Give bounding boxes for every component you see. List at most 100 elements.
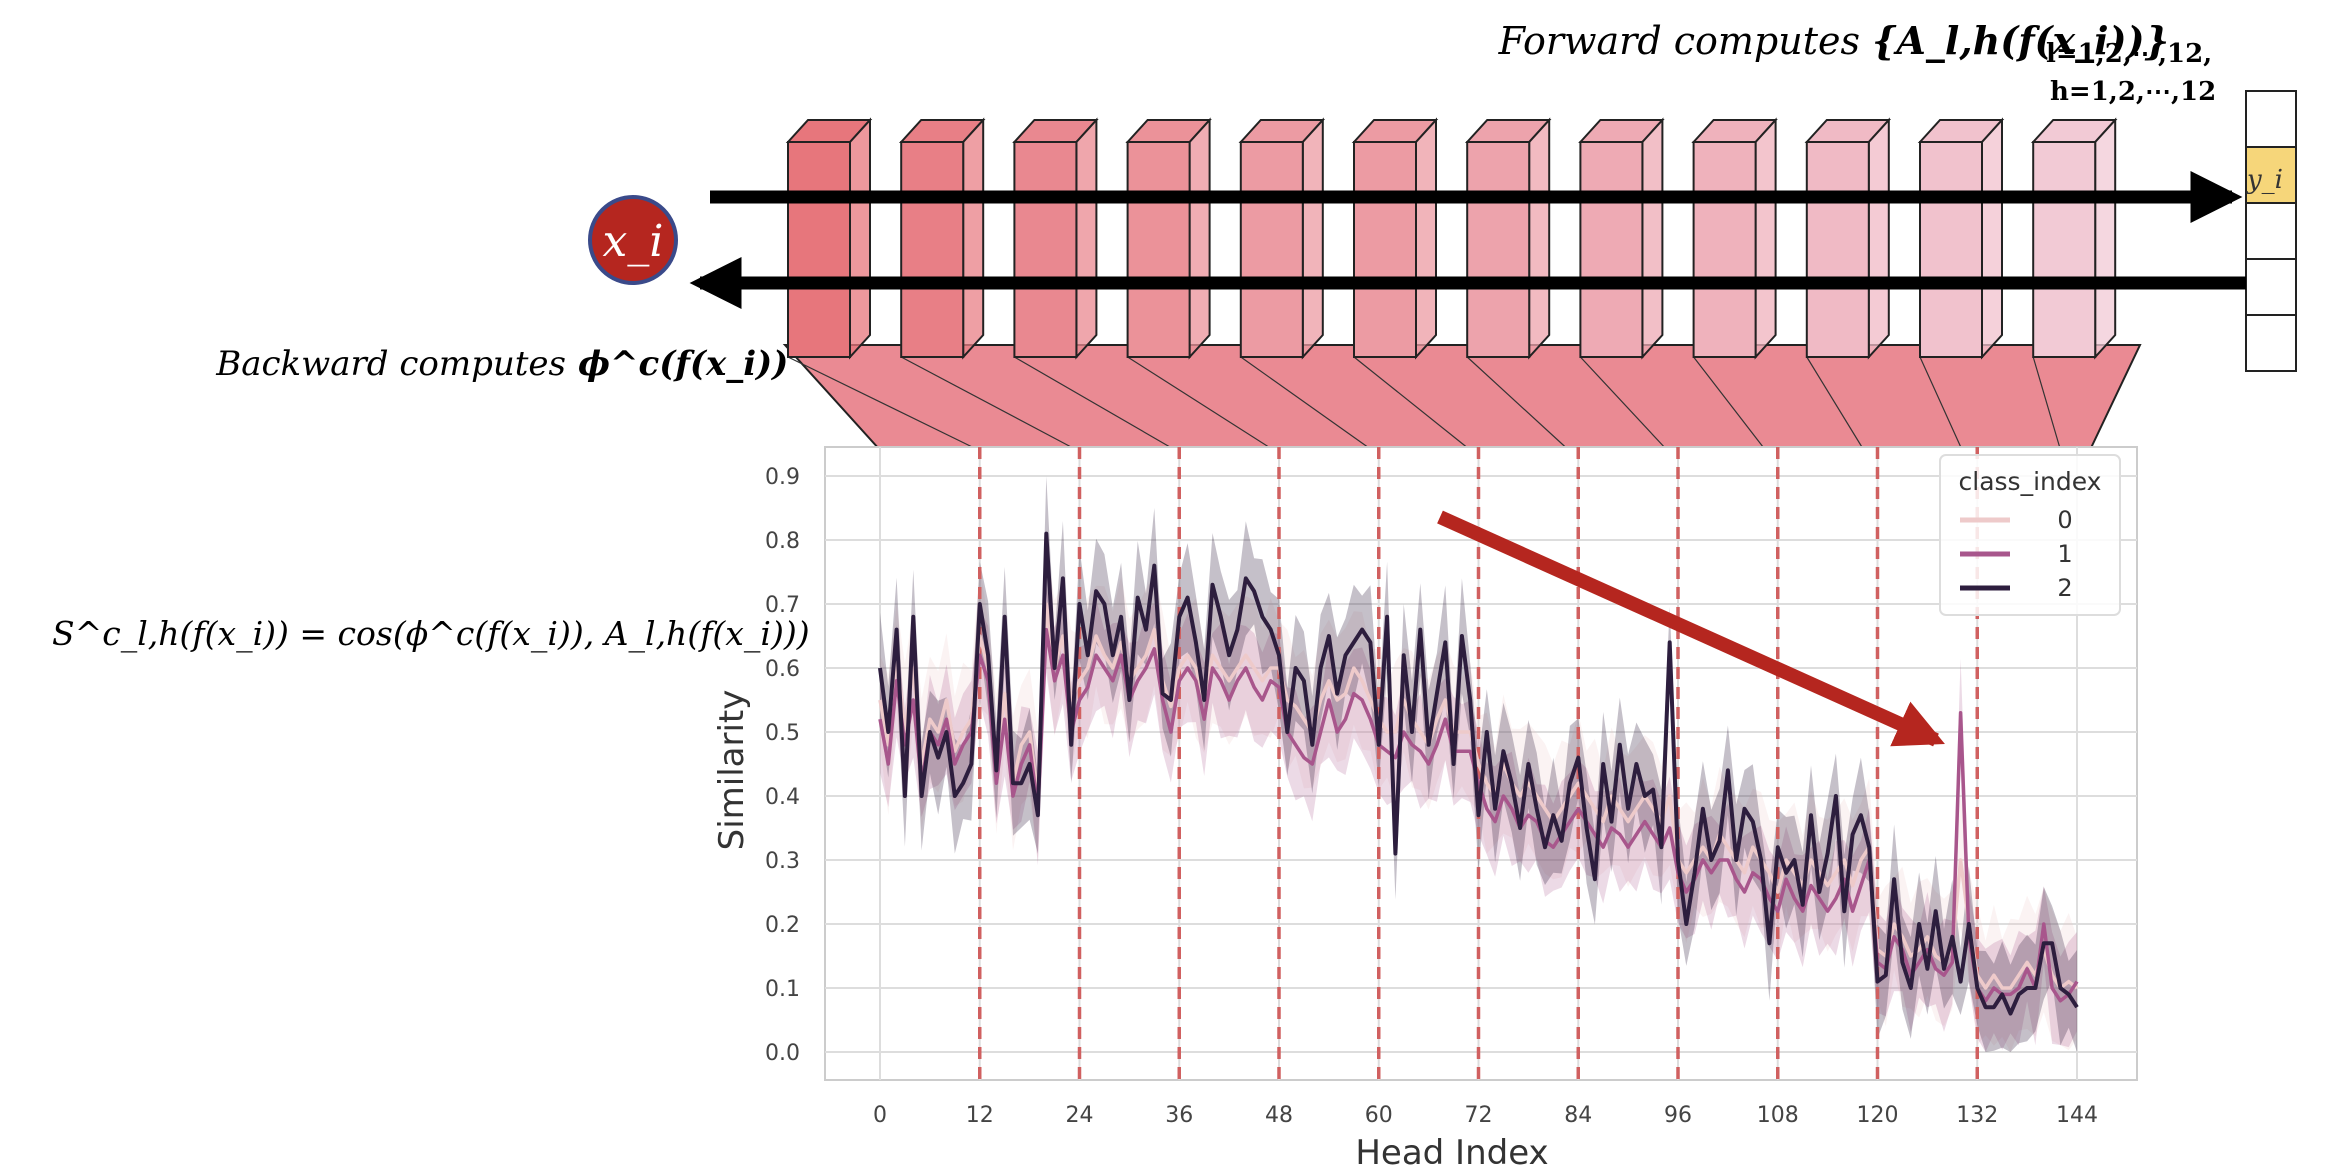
transformer-diagram: Forward computes {A_l,h(f(x_i))} l=1,2,⋯… <box>52 18 2297 654</box>
layer-block <box>1691 117 1778 360</box>
layer-block-side <box>1981 117 2003 360</box>
y-tick-label: 0.8 <box>765 529 800 554</box>
legend-title: class_index <box>1959 467 2102 496</box>
base-divider-line <box>1466 356 1570 451</box>
x-tick-label: 0 <box>873 1103 887 1128</box>
chart-legend: class_index 0 1 2 <box>1939 454 2121 616</box>
output-cell <box>2245 90 2297 148</box>
output-cell <box>2245 258 2297 316</box>
layer-block-side <box>1415 117 1437 360</box>
layer-block-front <box>1126 141 1191 358</box>
output-symbol: y_i <box>2246 165 2283 195</box>
legend-box <box>1939 454 2121 616</box>
layer-block <box>1917 117 2005 360</box>
base-divider-line <box>1353 356 1471 451</box>
layer-block-front <box>2032 141 2097 358</box>
y-tick-label: 0.1 <box>765 977 800 1002</box>
legend-label: 1 <box>2057 540 2072 568</box>
layer-block-side <box>1641 117 1664 360</box>
x-tick-label: 144 <box>2056 1103 2098 1128</box>
input-node: x_i <box>588 195 678 285</box>
backward-formula: ϕ^c(f(x_i)) <box>578 344 788 384</box>
output-vector <box>2245 90 2297 372</box>
forward-subscript-heads: h=1,2,⋯,12 <box>2050 77 2216 107</box>
legend-label: 2 <box>2057 574 2072 602</box>
legend-item: 1 <box>1960 540 2073 568</box>
x-axis-ticks: 0 12 24 36 48 60 72 84 96 108 120 132 144 <box>873 1103 2098 1128</box>
layer-block-side <box>849 117 871 360</box>
similarity-chart: 0 12 24 36 48 60 72 84 96 108 120 132 144 0.00.10.20… <box>712 446 2138 1173</box>
base-divider-line <box>1693 356 1766 451</box>
layer-block <box>1012 117 1099 360</box>
x-axis-label: Head Index <box>1355 1133 1548 1173</box>
base-divider-line <box>1579 356 1668 451</box>
x-tick-label: 108 <box>1757 1103 1799 1128</box>
x-tick-label: 120 <box>1857 1103 1899 1128</box>
legend-item: 0 <box>1960 506 2073 534</box>
x-tick-label: 84 <box>1564 1103 1592 1128</box>
plot-area <box>824 446 2138 1081</box>
trend-arrow <box>1437 510 1945 747</box>
forward-subscript-layers: l=1,2,⋯,12, <box>2046 39 2212 69</box>
x-tick-label: 72 <box>1465 1103 1493 1128</box>
layer-block-front <box>1466 141 1531 358</box>
layer-block <box>898 117 986 360</box>
legend-label: 0 <box>2057 506 2072 534</box>
backward-label: Backward computes <box>215 344 566 384</box>
series-2-line <box>878 531 2079 1016</box>
layer-block-side <box>962 117 985 360</box>
y-tick-label: 0.6 <box>765 657 800 682</box>
layer-block-front <box>900 141 965 358</box>
layer-block-side <box>1528 117 1551 360</box>
layer-block <box>1804 117 1892 360</box>
base-divider-line <box>1806 356 1865 451</box>
legend-items: 0 1 2 <box>1960 506 2073 602</box>
layer-block-front <box>1919 141 1983 358</box>
layer-block-side <box>2094 117 2117 360</box>
base-divider-line <box>1240 356 1373 451</box>
layer-block-front <box>1692 141 1757 358</box>
base-divider-line <box>1919 356 1963 451</box>
y-tick-label: 0.2 <box>765 913 800 938</box>
layer-block-side <box>1188 117 1211 360</box>
similarity-formula: S^c_l,h(f(x_i)) = cos(ϕ^c(f(x_i)), A_l,h… <box>52 614 810 654</box>
y-axis-label: Similarity <box>712 690 752 851</box>
y-tick-label: 0.4 <box>765 785 800 810</box>
layer-block-side <box>1301 117 1324 360</box>
y-axis-ticks: 0.0 0.1 0.2 0.3 0.4 0.5 0.6 0.7 0.8 0.9 <box>765 465 800 1066</box>
layer-block-side <box>1754 117 1777 360</box>
forward-formula: {A_l,h(f(x_i))} <box>1872 18 2169 63</box>
layer-block-front <box>1239 141 1304 358</box>
layer-block <box>1351 117 1439 360</box>
legend-item: 2 <box>1960 574 2073 602</box>
layer-base-dividers <box>787 356 2062 451</box>
x-tick-label: 36 <box>1165 1103 1193 1128</box>
input-symbol: x_i <box>603 216 664 267</box>
base-divider-line <box>1014 356 1176 451</box>
layer-block-front <box>1013 141 1078 358</box>
forward-label: Forward computes <box>1498 19 1860 63</box>
base-divider-line <box>787 356 979 451</box>
input-circle <box>588 195 678 285</box>
layer-block-front <box>1805 141 1870 358</box>
layer-block-front <box>1353 141 1417 358</box>
base-divider-line <box>2032 356 2062 451</box>
y-tick-label: 0.9 <box>765 465 800 490</box>
x-tick-label: 48 <box>1265 1103 1293 1128</box>
x-tick-label: 12 <box>966 1103 994 1128</box>
x-tick-label: 60 <box>1365 1103 1393 1128</box>
layer-block-front <box>787 141 851 358</box>
output-cell <box>2245 146 2297 204</box>
layer-block <box>785 117 873 360</box>
layer-base-trapezoid <box>782 344 2142 451</box>
y-tick-label: 0.5 <box>765 721 800 746</box>
layer-block <box>2030 117 2118 360</box>
x-tick-label: 132 <box>1956 1103 1998 1128</box>
layer-block <box>1464 117 1552 360</box>
base-divider-line <box>900 356 1078 451</box>
layer-block-side <box>1075 117 1098 360</box>
y-tick-label: 0.0 <box>765 1041 800 1066</box>
layer-blocks <box>785 117 2118 360</box>
output-cell <box>2245 202 2297 260</box>
